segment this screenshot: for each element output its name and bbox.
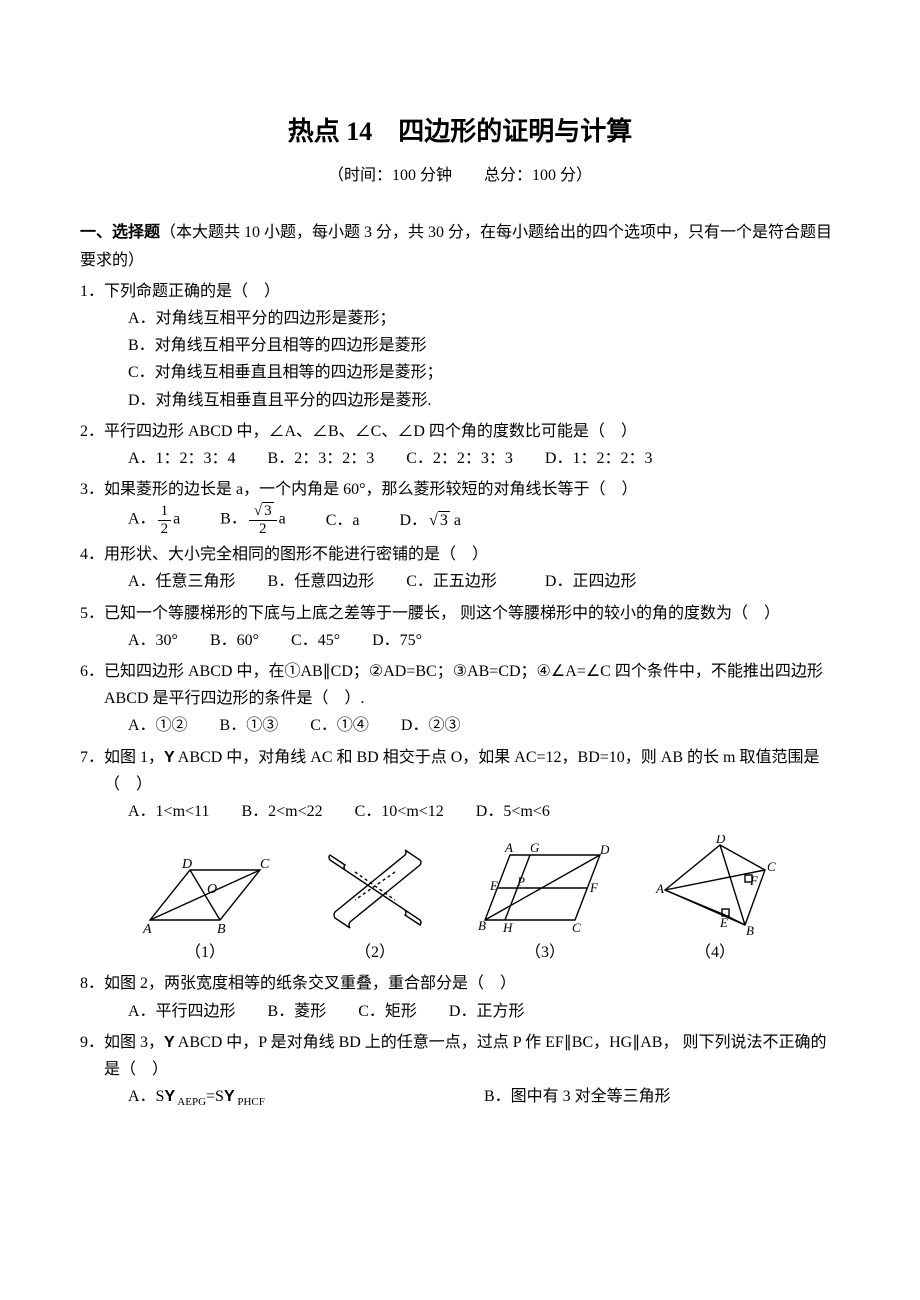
q3-opt-c: C．a <box>326 507 360 534</box>
q3-opt-a: A．12a <box>128 503 180 537</box>
fig3-svg: A G D E P F B H C <box>470 840 620 935</box>
svg-text:A: A <box>655 881 664 896</box>
svg-text:E: E <box>489 878 498 893</box>
q3-d-rad: 3 <box>438 511 450 529</box>
q3-a-num: 1 <box>158 503 172 521</box>
svg-text:D: D <box>715 835 726 846</box>
q8-options: A．平行四边形 B．菱形 C．矩形 D．正方形 <box>80 998 840 1025</box>
q1-opt-c: C．对角线互相垂直且相等的四边形是菱形； <box>128 359 840 386</box>
question-7: 7．如图 1，Y ABCD 中，对角线 AC 和 BD 相交于点 O，如果 AC… <box>80 744 840 826</box>
svg-text:C: C <box>260 857 270 872</box>
svg-text:C: C <box>767 859 776 874</box>
figure-3: A G D E P F B H C （3） <box>460 840 630 966</box>
figure-1: A B C D O （1） <box>120 845 290 966</box>
q3-b-rad: 3 <box>262 502 274 519</box>
fig2-svg <box>310 840 440 935</box>
q7-stem-pre: 7．如图 1， <box>80 749 164 766</box>
svg-text:H: H <box>502 920 513 935</box>
q9-a-pre: A．S <box>128 1088 164 1105</box>
q3-b-den: 2 <box>249 521 277 538</box>
svg-text:A: A <box>504 840 513 855</box>
q9-a-mid: =S <box>206 1088 224 1105</box>
q5-stem: 5．已知一个等腰梯形的下底与上底之差等于一腰长， 则这个等腰梯形中的较小的角的度… <box>80 600 840 627</box>
q5-options: A．30° B．60° C．45° D．75° <box>80 627 840 654</box>
svg-text:B: B <box>217 922 226 935</box>
q9-opt-a: A．SY AEPG=SY PHCF <box>128 1083 484 1112</box>
section-1-title: 一、选择题 <box>80 224 160 241</box>
q3-opt-b: B． 3 2a <box>220 503 286 537</box>
q1-opt-b: B．对角线互相平分且相等的四边形是菱形 <box>128 332 840 359</box>
parallelogram-icon: Y <box>164 1088 175 1105</box>
svg-text:C: C <box>572 920 581 935</box>
question-2: 2．平行四边形 ABCD 中，∠A、∠B、∠C、∠D 四个角的度数比可能是（ ）… <box>80 418 840 472</box>
fig3-label: （3） <box>460 939 630 966</box>
q9-stem-post: ABCD 中，P 是对角线 BD 上的任意一点，过点 P 作 EF∥BC，HG∥… <box>104 1034 826 1078</box>
q6-stem: 6．已知四边形 ABCD 中，在①AB∥CD；②AD=BC；③AB=CD；④∠A… <box>80 658 840 712</box>
q9-stem-pre: 9．如图 3， <box>80 1034 164 1051</box>
svg-text:F: F <box>589 880 599 895</box>
q3-b-var: a <box>279 511 286 528</box>
q9-stem: 9．如图 3，Y ABCD 中，P 是对角线 BD 上的任意一点，过点 P 作 … <box>80 1029 840 1083</box>
question-5: 5．已知一个等腰梯形的下底与上底之差等于一腰长， 则这个等腰梯形中的较小的角的度… <box>80 600 840 654</box>
q1-options: A．对角线互相平分的四边形是菱形； B．对角线互相平分且相等的四边形是菱形 C．… <box>80 305 840 414</box>
q2-stem: 2．平行四边形 ABCD 中，∠A、∠B、∠C、∠D 四个角的度数比可能是（ ） <box>80 418 840 445</box>
parallelogram-icon: Y <box>164 749 175 766</box>
q8-stem: 8．如图 2，两张宽度相等的纸条交叉重叠，重合部分是（ ） <box>80 970 840 997</box>
q7-stem-post: ABCD 中，对角线 AC 和 BD 相交于点 O，如果 AC=12，BD=10… <box>104 749 819 793</box>
figure-2: （2） <box>290 840 460 966</box>
figures-row: A B C D O （1） （2） <box>120 835 800 966</box>
question-3: 3．如果菱形的边长是 a，一个内角是 60°，那么菱形较短的对角线长等于（ ） … <box>80 476 840 537</box>
question-6: 6．已知四边形 ABCD 中，在①AB∥CD；②AD=BC；③AB=CD；④∠A… <box>80 658 840 740</box>
q4-options: A．任意三角形 B．任意四边形 C．正五边形 D．正四边形 <box>80 568 840 595</box>
q6-options: A．①② B．①③ C．①④ D．②③ <box>80 712 840 739</box>
page-title: 热点 14 四边形的证明与计算 <box>80 110 840 154</box>
q9-opt-b: B．图中有 3 对全等三角形 <box>484 1083 840 1112</box>
q9-a-sub2: PHCF <box>235 1096 265 1108</box>
svg-text:E: E <box>719 915 728 930</box>
q3-options: A．12a B．32a C．a D．3 a <box>80 503 840 537</box>
figure-4: A D C B E F （4） <box>630 835 800 966</box>
section-1-desc: （本大题共 10 小题，每小题 3 分，共 30 分，在每小题给出的四个选项中，… <box>80 224 832 268</box>
q3-d-label: D． <box>399 512 427 529</box>
fig4-svg: A D C B E F <box>650 835 780 935</box>
fig4-label: （4） <box>630 939 800 966</box>
svg-text:G: G <box>530 840 540 855</box>
svg-text:B: B <box>746 923 754 935</box>
svg-text:D: D <box>181 857 192 872</box>
q3-opt-d: D． 3 a <box>399 507 460 534</box>
fig1-svg: A B C D O <box>135 845 275 935</box>
q3-d-var: a <box>450 512 461 529</box>
svg-text:P: P <box>516 874 525 889</box>
fig1-label: （1） <box>120 939 290 966</box>
page-subtitle: （时间：100 分钟 总分：100 分） <box>80 162 840 189</box>
q9-a-sub1: AEPG <box>175 1096 206 1108</box>
svg-text:D: D <box>599 842 610 857</box>
q3-stem: 3．如果菱形的边长是 a，一个内角是 60°，那么菱形较短的对角线长等于（ ） <box>80 476 840 503</box>
svg-text:B: B <box>478 918 486 933</box>
q3-a-var: a <box>173 511 180 528</box>
q1-opt-d: D．对角线互相垂直且平分的四边形是菱形. <box>128 387 840 414</box>
q2-options: A．1：2：3：4 B．2：3：2：3 C．2：2：3：3 D．1：2：2：3 <box>80 445 840 472</box>
question-8: 8．如图 2，两张宽度相等的纸条交叉重叠，重合部分是（ ） A．平行四边形 B．… <box>80 970 840 1024</box>
q1-opt-a: A．对角线互相平分的四边形是菱形； <box>128 305 840 332</box>
svg-text:F: F <box>749 873 759 888</box>
question-9: 9．如图 3，Y ABCD 中，P 是对角线 BD 上的任意一点，过点 P 作 … <box>80 1029 840 1112</box>
question-1: 1．下列命题正确的是（ ） A．对角线互相平分的四边形是菱形； B．对角线互相平… <box>80 278 840 414</box>
q1-stem: 1．下列命题正确的是（ ） <box>80 278 840 305</box>
parallelogram-icon: Y <box>164 1034 175 1051</box>
section-1-header: 一、选择题（本大题共 10 小题，每小题 3 分，共 30 分，在每小题给出的四… <box>80 219 840 273</box>
q7-stem: 7．如图 1，Y ABCD 中，对角线 AC 和 BD 相交于点 O，如果 AC… <box>80 744 840 798</box>
q9-options: A．SY AEPG=SY PHCF B．图中有 3 对全等三角形 <box>80 1083 840 1112</box>
q4-stem: 4．用形状、大小完全相同的图形不能进行密铺的是（ ） <box>80 541 840 568</box>
svg-text:O: O <box>207 882 217 897</box>
fig2-label: （2） <box>290 939 460 966</box>
q3-a-label: A． <box>128 511 156 528</box>
svg-text:A: A <box>142 922 152 935</box>
q3-a-den: 2 <box>158 521 172 538</box>
parallelogram-icon: Y <box>224 1088 235 1105</box>
q7-options: A．1<m<11 B．2<m<22 C．10<m<12 D．5<m<6 <box>80 798 840 825</box>
q3-b-label: B． <box>220 511 247 528</box>
question-4: 4．用形状、大小完全相同的图形不能进行密铺的是（ ） A．任意三角形 B．任意四… <box>80 541 840 595</box>
